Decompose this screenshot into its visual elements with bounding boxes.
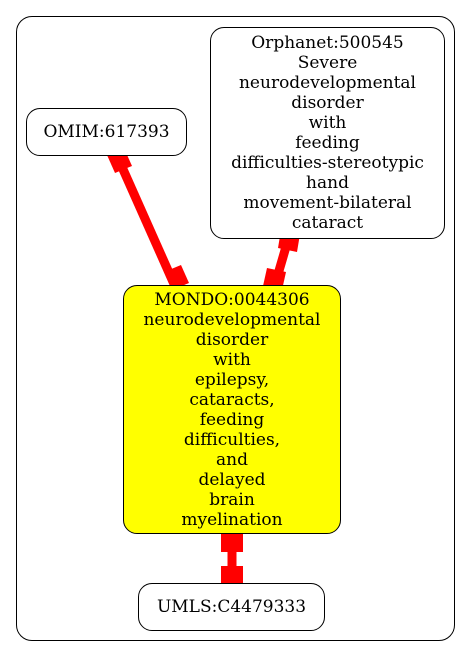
- node-orphanet-label-line: hand: [306, 173, 349, 193]
- node-orphanet-label-line: with: [308, 113, 347, 133]
- node-mondo-label-line: myelination: [181, 510, 283, 530]
- edge-mondo-umls-tail-marker: [221, 530, 243, 552]
- node-mondo-label-line: and: [216, 450, 248, 470]
- node-umls[interactable]: UMLS:C4479333: [138, 583, 325, 631]
- edge-mondo-umls-head-marker: [221, 566, 243, 588]
- node-mondo-label-line: disorder: [195, 330, 269, 350]
- node-mondo-label-line: with: [213, 350, 251, 370]
- node-orphanet[interactable]: Orphanet:500545 Severe neurodevelopmenta…: [210, 27, 445, 239]
- node-omim[interactable]: OMIM:617393: [26, 108, 187, 156]
- node-orphanet-label-line: movement-bilateral: [243, 193, 412, 213]
- node-mondo-label-line: epilepsy,: [194, 370, 270, 390]
- node-orphanet-label-line: difficulties-stereotypic: [231, 153, 424, 173]
- node-orphanet-label-line: cataract: [291, 213, 364, 233]
- node-mondo[interactable]: MONDO:0044306 neurodevelopmental disorde…: [123, 285, 341, 534]
- edge-omim-mondo-head-marker: [164, 265, 189, 290]
- node-umls-id: UMLS:C4479333: [156, 597, 307, 617]
- node-mondo-label-line: neurodevelopmental: [143, 310, 321, 330]
- node-mondo-label-line: difficulties,: [183, 430, 281, 450]
- node-orphanet-label-line: feeding: [295, 133, 360, 153]
- edge-omim-mondo: [113, 156, 179, 286]
- edge-orphanet-mondo-head-marker: [263, 268, 286, 290]
- node-mondo-label-line: cataracts,: [189, 390, 275, 410]
- node-mondo-id: MONDO:0044306: [154, 290, 310, 310]
- node-orphanet-label-line: Severe: [297, 53, 358, 73]
- node-omim-id: OMIM:617393: [43, 122, 170, 142]
- node-orphanet-label-line: neurodevelopmental: [238, 73, 416, 93]
- node-mondo-label-line: feeding: [199, 410, 265, 430]
- node-orphanet-id: Orphanet:500545: [251, 33, 404, 53]
- node-mondo-label-line: delayed: [198, 470, 266, 490]
- node-orphanet-label-line: disorder: [291, 93, 364, 113]
- node-mondo-label-line: brain: [209, 490, 255, 510]
